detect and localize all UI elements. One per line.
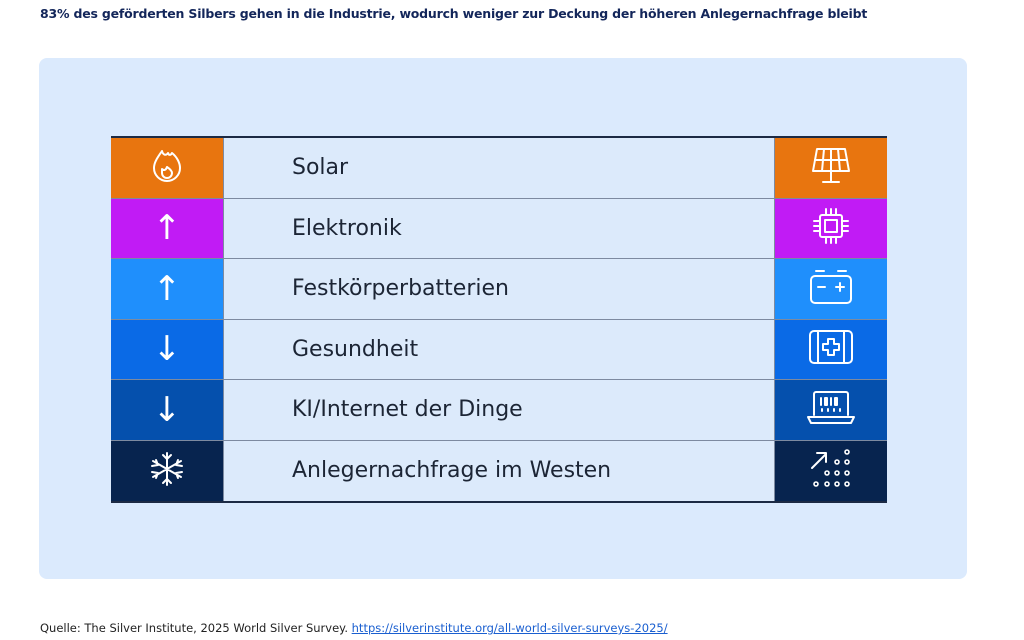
laptop-binary-icon [806,389,856,431]
page-title: 83% des geförderten Silbers gehen in die… [40,6,868,21]
arrow-down-icon: ↓ [152,329,182,370]
icon-cell [775,198,887,258]
solar-panel-icon [809,146,853,190]
source-link[interactable]: https://silverinstitute.org/all-world-si… [351,621,668,635]
row-label: Anlegernachfrage im Westen [223,440,775,501]
battery-icon [808,267,854,311]
row-label: Elektronik [223,198,775,258]
trend-cell: ↓ [111,319,223,379]
growth-dots-icon [808,448,854,494]
table-row: ↓ Gesundheit [111,319,887,380]
row-label: Festkörperbatterien [223,259,775,319]
table-row: ↓ KI/Internet der Dinge [111,380,887,441]
source-text: Quelle: The Silver Institute, 2025 World… [40,621,352,635]
row-label: Solar [223,138,775,198]
icon-cell [775,380,887,440]
icon-cell [775,319,887,379]
trend-cell: ↑ [111,259,223,319]
silver-demand-table: Solar ↑ Elektronik ↑ Festkörperbatterien ↓ Ges… [111,136,887,503]
row-label: KI/Internet der Dinge [223,380,775,440]
icon-cell [775,440,887,501]
table-row: Anlegernachfrage im Westen [111,440,887,501]
arrow-up-icon: ↑ [152,268,182,309]
icon-cell [775,138,887,198]
table-row: ↑ Elektronik [111,198,887,259]
arrow-up-icon: ↑ [152,208,182,249]
trend-cell [111,138,223,198]
trend-cell: ↑ [111,198,223,258]
snowflake-icon [148,450,186,492]
arrow-down-icon: ↓ [152,389,182,430]
trend-cell [111,440,223,501]
chip-icon [811,206,851,250]
source-note: Quelle: The Silver Institute, 2025 World… [40,621,668,635]
trend-cell: ↓ [111,380,223,440]
row-label: Gesundheit [223,319,775,379]
medical-kit-icon [807,328,855,370]
table-row: Solar [111,138,887,199]
flame-icon [150,147,184,189]
icon-cell [775,259,887,319]
table-row: ↑ Festkörperbatterien [111,259,887,320]
